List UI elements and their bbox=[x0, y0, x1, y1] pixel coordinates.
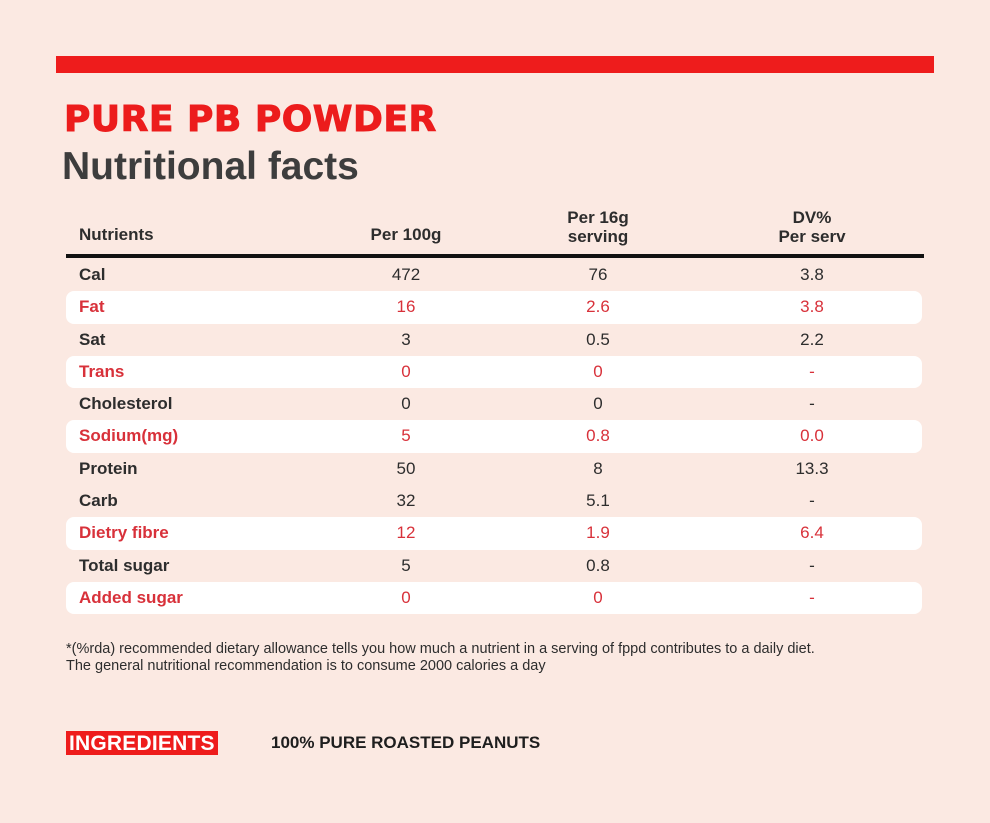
table-row: Cholesterol 0 0 - bbox=[66, 388, 924, 420]
dv-cell: 3.8 bbox=[800, 297, 824, 317]
dv-cell: - bbox=[809, 555, 815, 575]
ingredients-text: 100% PURE ROASTED PEANUTS bbox=[271, 733, 541, 752]
table-row: Added sugar 0 0 - bbox=[66, 581, 922, 615]
table-row: Carb 32 5.1 - bbox=[66, 485, 924, 517]
brand-title: PURE PB POWDER bbox=[64, 99, 437, 140]
dv-cell: 0.0 bbox=[800, 426, 824, 446]
footnote-line-1: *(%rda) recommended dietary allowance te… bbox=[66, 641, 815, 657]
per-16g-cell: 0 bbox=[593, 361, 603, 381]
table-row: Dietry fibre 12 1.9 6.4 bbox=[66, 517, 922, 550]
header-per-100g-label: Per 100g bbox=[370, 225, 442, 244]
header-dv-line2: Per serv bbox=[778, 227, 846, 246]
per-16g-cell: 0.8 bbox=[586, 426, 610, 446]
ingredients-label: INGREDIENTS bbox=[66, 731, 218, 755]
page-title: Nutritional facts bbox=[62, 145, 359, 188]
nutrient-cell: Cholesterol bbox=[79, 394, 173, 414]
nutrient-cell: Total sugar bbox=[79, 555, 170, 575]
dv-cell: 6.4 bbox=[800, 523, 824, 543]
per-16g-cell: 76 bbox=[588, 265, 608, 284]
nutrition-table: Nutrients Per 100g Per 16g serving DV% P… bbox=[66, 200, 924, 615]
table-row: Fat 16 2.6 3.8 bbox=[66, 291, 922, 324]
per-100g-cell: 0 bbox=[401, 587, 411, 607]
dv-cell: 13.3 bbox=[795, 458, 829, 478]
per-100g-cell: 3 bbox=[401, 329, 411, 349]
nutrient-cell: Added sugar bbox=[79, 587, 183, 607]
per-16g-cell: 0.5 bbox=[586, 329, 610, 349]
table-row: Sodium(mg) 5 0.8 0.0 bbox=[66, 420, 922, 453]
nutrient-cell: Sat bbox=[79, 329, 106, 349]
header-nutrients-label: Nutrients bbox=[79, 225, 154, 244]
header-nutrients: Nutrients bbox=[79, 225, 154, 244]
footnote-line-2: The general nutritional recommendation i… bbox=[66, 658, 546, 674]
per-16g-cell: 8 bbox=[593, 458, 603, 478]
per-16g-cell: 0 bbox=[593, 394, 603, 414]
nutrient-cell: Trans bbox=[79, 361, 125, 381]
dv-cell: - bbox=[809, 491, 815, 511]
table-row: Trans 0 0 - bbox=[66, 355, 922, 389]
nutrient-cell: Dietry fibre bbox=[79, 523, 169, 543]
header-dv-line1: DV% bbox=[792, 208, 832, 227]
nutrient-cell: Fat bbox=[79, 297, 105, 317]
per-100g-cell: 12 bbox=[396, 523, 416, 543]
per-100g-cell: 5 bbox=[401, 555, 411, 575]
dv-cell: - bbox=[809, 394, 815, 414]
dv-cell: 2.2 bbox=[800, 329, 824, 349]
table-row: Total sugar 5 0.8 - bbox=[66, 550, 924, 582]
header-per-16g-line2: serving bbox=[567, 227, 629, 246]
per-16g-cell: 2.6 bbox=[586, 297, 610, 317]
table-row: Sat 3 0.5 2.2 bbox=[66, 324, 924, 356]
footnote: *(%rda) recommended dietary allowance te… bbox=[66, 641, 946, 675]
per-100g-cell: 32 bbox=[396, 491, 416, 511]
per-100g-cell: 0 bbox=[401, 394, 411, 414]
nutrient-cell: Cal bbox=[79, 265, 106, 284]
header-per-16g-serving: Per 16g serving bbox=[538, 208, 658, 246]
header-per-100g: Per 100g bbox=[346, 225, 466, 244]
nutrient-cell: Protein bbox=[79, 458, 138, 478]
nutrient-cell: Carb bbox=[79, 491, 118, 511]
per-100g-cell: 0 bbox=[401, 361, 411, 381]
table-row: Protein 50 8 13.3 bbox=[66, 453, 924, 485]
per-16g-cell: 5.1 bbox=[586, 491, 610, 511]
table-body: Cal 472 76 3.8 Fat 16 2.6 3.8 Sat 3 0.5 2.2 Trans 0 0 -… bbox=[66, 258, 924, 615]
dv-cell: 3.8 bbox=[800, 265, 824, 284]
dv-cell: - bbox=[809, 587, 815, 607]
dv-cell: - bbox=[809, 361, 815, 381]
per-16g-cell: 0.8 bbox=[586, 555, 610, 575]
per-100g-cell: 5 bbox=[401, 426, 411, 446]
per-100g-cell: 472 bbox=[391, 265, 421, 284]
table-row: Cal 472 76 3.8 bbox=[66, 259, 924, 291]
table-header: Nutrients Per 100g Per 16g serving DV% P… bbox=[66, 200, 924, 258]
top-accent-bar bbox=[56, 56, 934, 73]
nutrient-cell: Sodium(mg) bbox=[79, 426, 179, 446]
header-dv-per-serv: DV% Per serv bbox=[752, 208, 872, 246]
per-100g-cell: 16 bbox=[396, 297, 416, 317]
per-16g-cell: 0 bbox=[593, 587, 603, 607]
header-per-16g-line1: Per 16g bbox=[567, 208, 629, 227]
per-16g-cell: 1.9 bbox=[586, 523, 610, 543]
per-100g-cell: 50 bbox=[396, 458, 416, 478]
